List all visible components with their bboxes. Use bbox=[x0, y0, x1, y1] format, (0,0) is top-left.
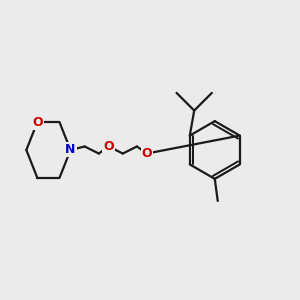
Text: O: O bbox=[142, 147, 152, 160]
Text: O: O bbox=[32, 116, 43, 128]
Text: O: O bbox=[103, 140, 114, 153]
Text: N: N bbox=[65, 143, 76, 157]
